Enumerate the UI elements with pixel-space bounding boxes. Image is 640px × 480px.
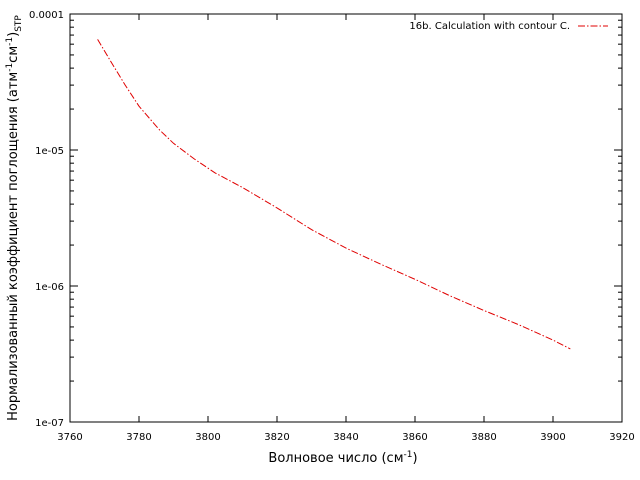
y-axis-title-sup1: -1: [5, 63, 15, 72]
x-tick-label: 3900: [540, 432, 565, 443]
y-axis-title: Нормализованный коэффициент поглощения (…: [5, 15, 24, 421]
x-tick-label: 3760: [57, 432, 82, 443]
x-tick-label: 3920: [609, 432, 634, 443]
x-tick-label: 3860: [402, 432, 427, 443]
y-tick-label: 1e-05: [35, 146, 64, 157]
y-axis-title-sub: STP: [14, 15, 24, 32]
x-tick-label: 3820: [264, 432, 289, 443]
x-tick-label: 3880: [471, 432, 496, 443]
x-axis-title-base: Волновое число (см: [268, 451, 403, 466]
y-axis-title-sup2: -1: [5, 37, 15, 46]
y-tick-label: 1e-07: [35, 418, 64, 429]
y-axis-title-part3: ): [6, 32, 21, 37]
ticks: [69, 13, 623, 423]
x-axis-title-sup: -1: [404, 450, 413, 460]
series-layer: [97, 39, 571, 350]
series-line: [97, 39, 571, 350]
legend: 16b. Calculation with contour C.: [409, 21, 608, 32]
tick-labels: 3760 3780 3800 3820 3840 3860 3880 3900 3920 1e-0…: [29, 10, 635, 443]
y-axis-title-part1: Нормализованный коэффициент поглощения (…: [6, 72, 21, 421]
legend-label: 16b. Calculation with contour C.: [409, 21, 570, 32]
y-tick-label: 1e-06: [35, 282, 64, 293]
y-axis-title-part2: см: [6, 46, 21, 63]
x-axis-title-tail: ): [412, 451, 417, 466]
x-tick-label: 3840: [333, 432, 358, 443]
plot-frame: [69, 13, 623, 423]
x-tick-label: 3800: [195, 432, 220, 443]
x-axis-title: Волновое число (см-1): [268, 450, 417, 466]
x-tick-label: 3780: [126, 432, 151, 443]
y-tick-label: 0.0001: [29, 10, 64, 21]
